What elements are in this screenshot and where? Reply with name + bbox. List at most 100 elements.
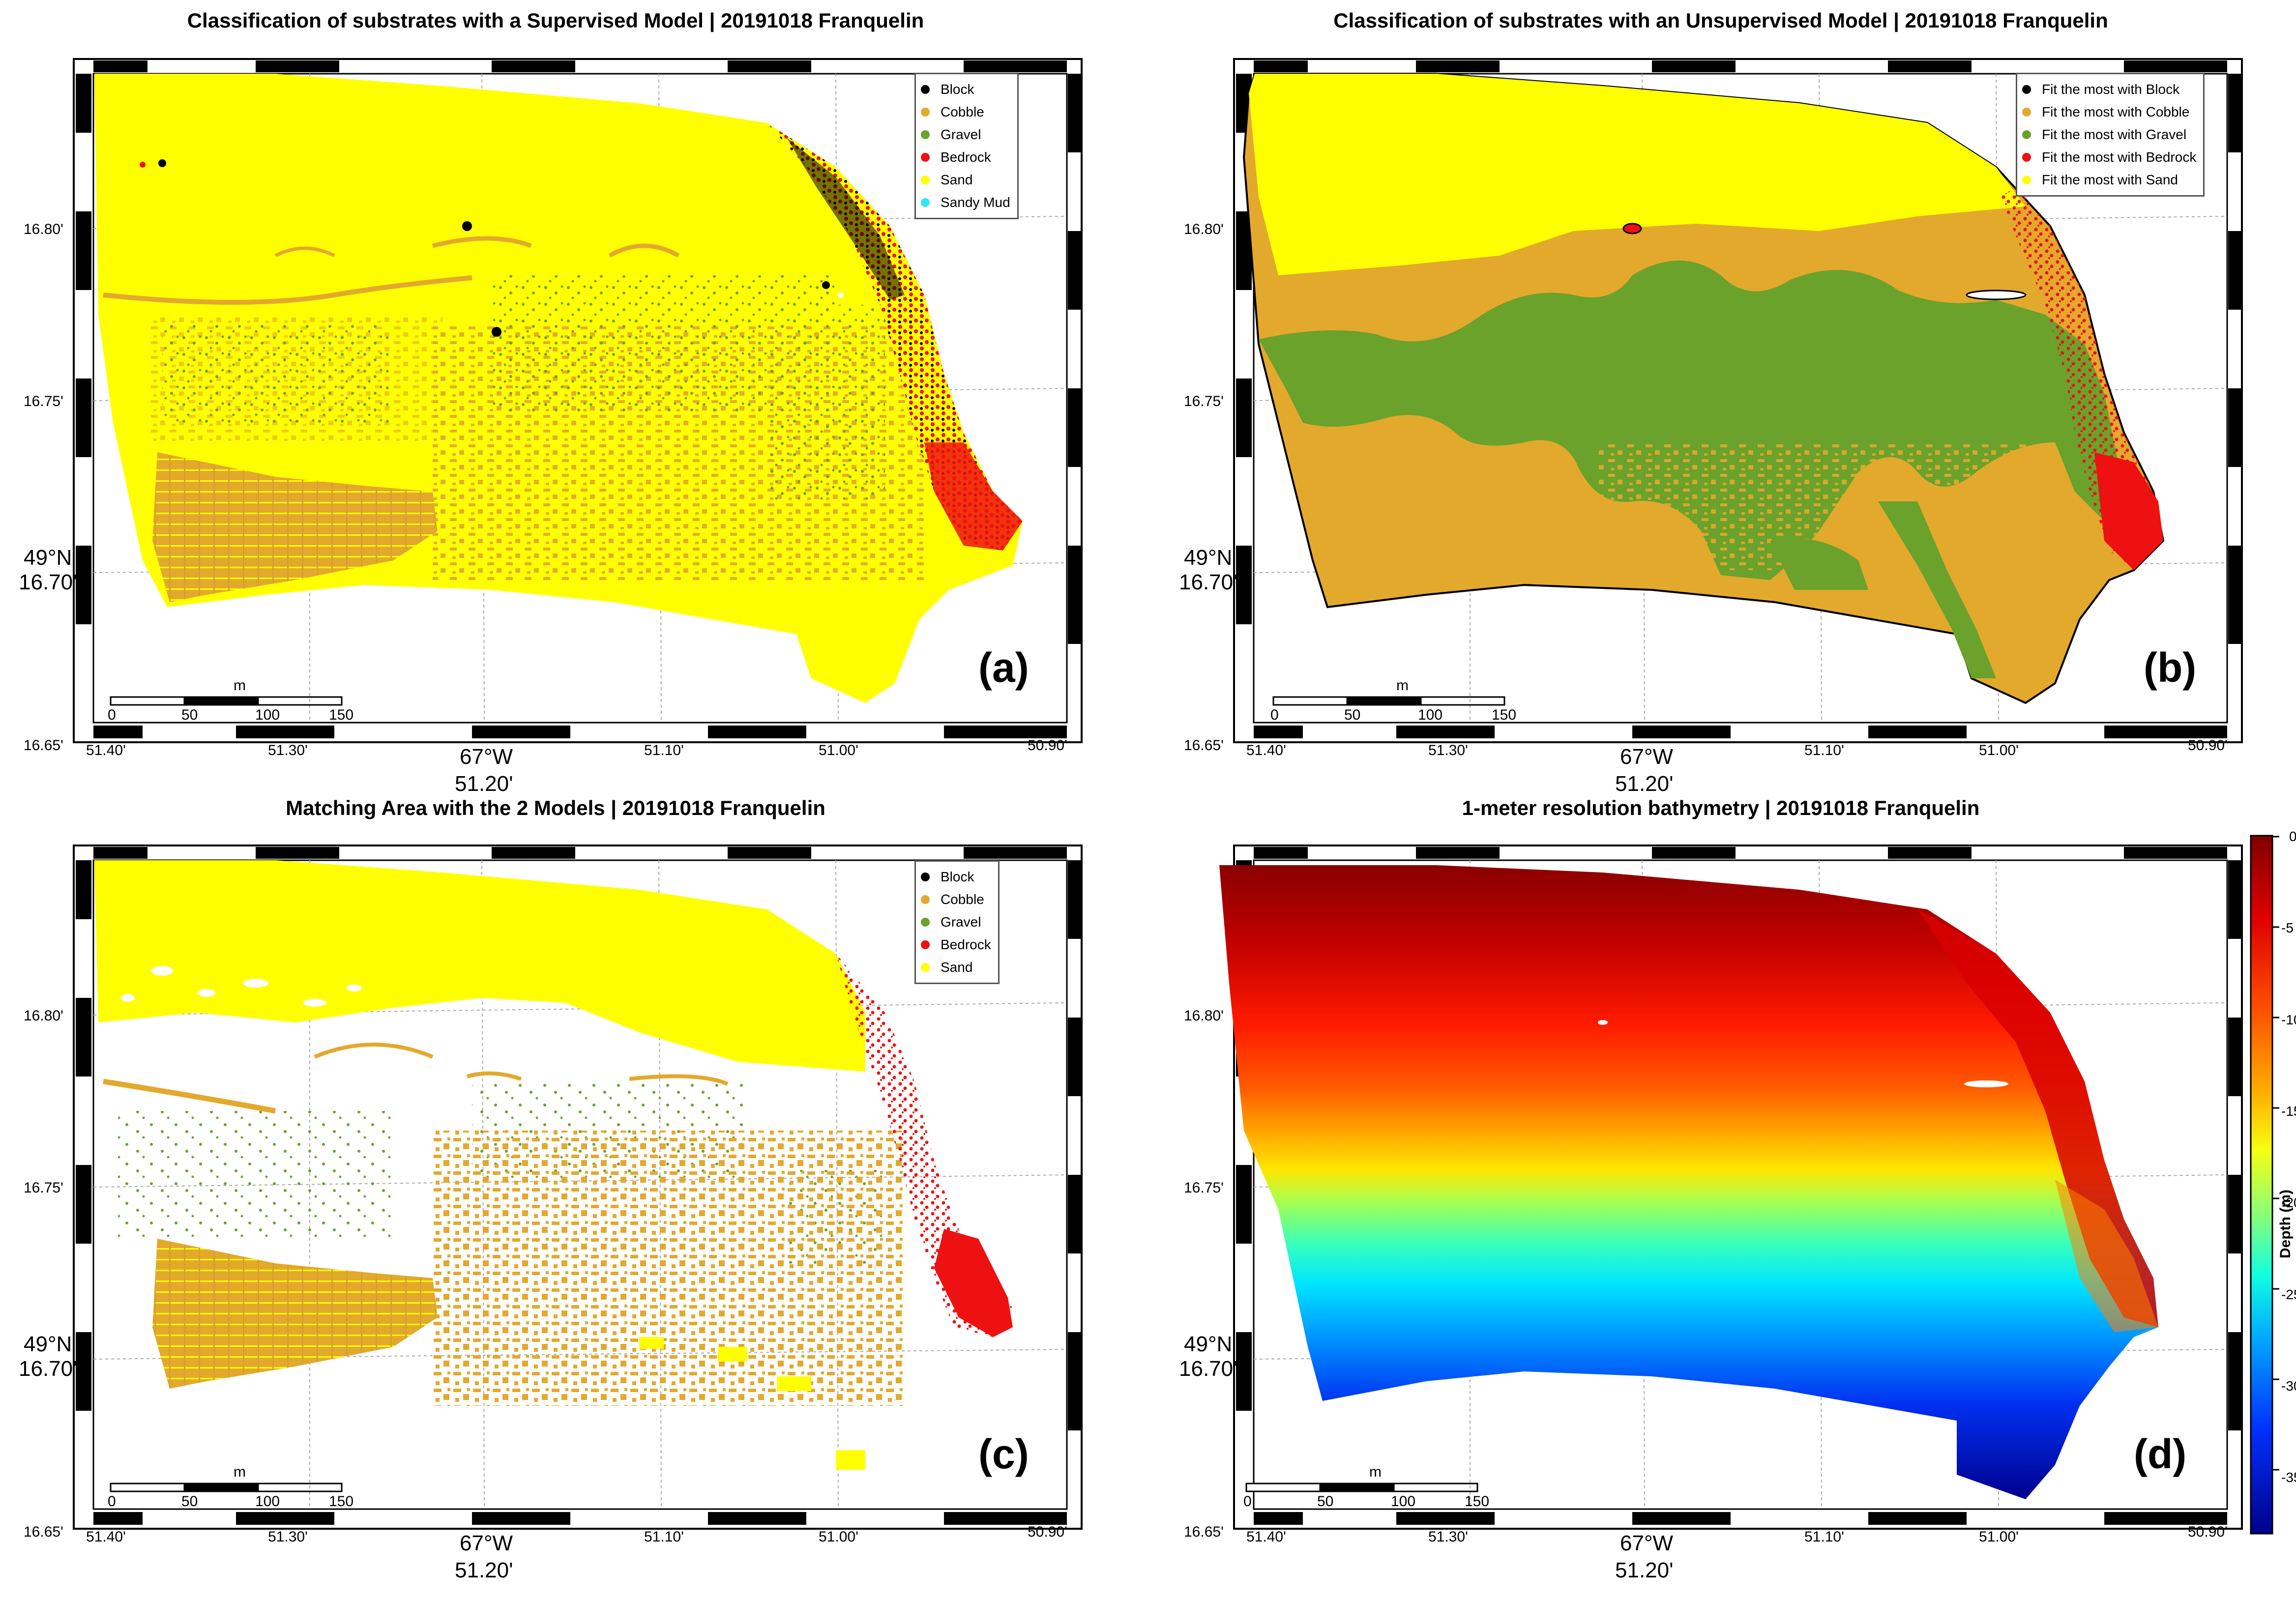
legend-entry: Fit the most with Gravel <box>2022 123 2196 146</box>
legend-entry: Sand <box>921 169 1010 191</box>
legend-label: Sand <box>941 960 973 975</box>
lat-tick-label: 16.65' <box>1184 737 1224 754</box>
lon-tick-label: 51.30' <box>1428 742 1468 758</box>
lat-tick-label: 16.75' <box>24 1180 63 1196</box>
panel-b-legend: Fit the most with Block Fit the most with… <box>2016 73 2205 197</box>
panel-a-letter: (a) <box>978 644 1029 691</box>
lat-tick-label: 16.80' <box>24 1008 63 1024</box>
lat-tick-label: 16.65' <box>24 737 63 754</box>
legend-entry: Sandy Mud <box>921 191 1010 214</box>
legend-swatch <box>921 85 930 94</box>
legend-label: Bedrock <box>941 937 991 952</box>
lat-tick-label: 16.75' <box>24 393 63 409</box>
scalebar-unit: m <box>234 677 246 694</box>
lon-tick-label: 50.90' <box>1028 737 1067 754</box>
lat-degree-label: 49°N <box>1184 546 1233 570</box>
scalebar-tick: 50 <box>1317 1493 1334 1510</box>
lat-tick-label: 16.70' <box>19 1357 77 1381</box>
legend-swatch <box>2022 175 2031 184</box>
scalebar-graphics <box>110 696 1505 1492</box>
legend-label: Fit the most with Block <box>2042 82 2180 97</box>
scalebar-tick: 50 <box>181 707 198 723</box>
lon-tick-label: 50.90' <box>1028 1524 1067 1540</box>
lon-tick-label: 50.90' <box>2188 1524 2228 1540</box>
lon-tick-label: 51.30' <box>268 1529 308 1545</box>
legend-entry: Gravel <box>921 911 991 933</box>
legend-swatch <box>921 873 930 881</box>
legend-label: Bedrock <box>941 149 991 165</box>
panel-d-title: 1-meter resolution bathymetry | 20191018… <box>1462 796 1980 819</box>
legend-entry: Block <box>921 78 1010 101</box>
legend-label: Fit the most with Sand <box>2042 172 2178 187</box>
lon-tick-label: 51.10' <box>1804 1529 1844 1545</box>
lat-degree-label: 49°N <box>24 1332 72 1356</box>
legend-entry: Bedrock <box>921 146 1010 169</box>
colorbar-tick-label: -10 <box>2281 1012 2296 1027</box>
colorbar-tick-label: -35 <box>2281 1470 2296 1485</box>
lat-tick-label: 16.80' <box>24 221 63 237</box>
lat-tick-label: 16.65' <box>24 1524 63 1540</box>
legend-swatch <box>921 198 930 207</box>
scalebar-unit: m <box>1396 677 1409 694</box>
legend-swatch <box>921 895 930 904</box>
scalebar-tick: 0 <box>108 1493 116 1510</box>
scalebar-tick: 0 <box>1270 707 1279 723</box>
colorbar-title: Depth (m) <box>2277 1190 2294 1258</box>
scalebar-tick: 50 <box>181 1493 198 1510</box>
lat-tick-label: 16.75' <box>1184 393 1224 409</box>
lat-tick-label: 16.75' <box>1184 1180 1224 1196</box>
legend-label: Cobble <box>941 104 984 119</box>
lon-tick-label: 51.40' <box>1246 1529 1286 1545</box>
lon-tick-label: 51.10' <box>1804 742 1844 758</box>
legend-label: Cobble <box>941 892 984 907</box>
panel-b-letter: (b) <box>2144 644 2197 691</box>
legend-swatch <box>2022 153 2031 162</box>
legend-entry: Fit the most with Bedrock <box>2022 146 2196 169</box>
legend-swatch <box>921 130 930 139</box>
scalebar-tick: 0 <box>108 707 116 723</box>
legend-label: Fit the most with Cobble <box>2042 104 2190 119</box>
scalebar-tick: 100 <box>1418 707 1443 723</box>
lon-tick-label: 51.10' <box>644 742 684 758</box>
scalebar-tick: 0 <box>1243 1493 1252 1510</box>
lon-tick-label: 51.40' <box>86 1529 126 1545</box>
lon-tick-label: 51.10' <box>644 1529 684 1545</box>
colorbar-tick-label: -25 <box>2281 1286 2296 1302</box>
lat-tick-label: 16.70' <box>19 570 77 594</box>
panel-c-title: Matching Area with the 2 Models | 201910… <box>286 796 825 819</box>
legend-entry: Fit the most with Sand <box>2022 169 2196 191</box>
legend-entry: Fit the most with Cobble <box>2022 101 2196 123</box>
lon-degree-label: 67°W <box>1620 1531 1674 1555</box>
lon-center-label: 51.20' <box>1615 1558 1674 1582</box>
lon-tick-label: 51.00' <box>1979 742 2019 758</box>
scalebar-tick: 50 <box>1344 707 1361 723</box>
lon-tick-label: 51.00' <box>1979 1529 2019 1545</box>
colorbar-tick-label: -20 <box>2281 1195 2296 1211</box>
panel-d-letter: (d) <box>2134 1431 2187 1477</box>
lat-degree-label: 49°N <box>1184 1332 1233 1356</box>
legend-swatch <box>921 175 930 184</box>
colorbar-tick-label: -15 <box>2281 1103 2296 1119</box>
lon-tick-label: 51.30' <box>1428 1529 1468 1545</box>
lon-tick-label: 51.00' <box>819 1529 858 1545</box>
scalebar-tick: 100 <box>255 1493 280 1510</box>
panel-c-map <box>73 844 1083 1530</box>
legend-swatch <box>921 108 930 116</box>
legend-entry: Cobble <box>921 888 991 911</box>
lon-center-label: 51.20' <box>455 1558 513 1582</box>
lat-tick-label: 16.80' <box>1184 221 1224 237</box>
lon-degree-label: 67°W <box>460 1531 513 1555</box>
lon-degree-label: 67°W <box>460 745 513 769</box>
colorbar-tick-label: -5 <box>2281 920 2294 936</box>
legend-label: Block <box>941 869 974 884</box>
legend-swatch <box>2022 108 2031 116</box>
panel-b-title: Classification of substrates with an Uns… <box>1333 9 2108 32</box>
scalebar-unit: m <box>1369 1464 1382 1480</box>
legend-entry: Fit the most with Block <box>2022 78 2196 101</box>
lat-tick-label: 16.65' <box>1184 1524 1224 1540</box>
scalebar-tick: 100 <box>1391 1493 1416 1510</box>
lon-center-label: 51.20' <box>1615 772 1674 796</box>
lat-degree-label: 49°N <box>24 546 72 570</box>
lon-tick-label: 51.00' <box>819 742 858 758</box>
panel-c-legend: Block Cobble Gravel Bedrock Sand <box>914 860 1000 984</box>
